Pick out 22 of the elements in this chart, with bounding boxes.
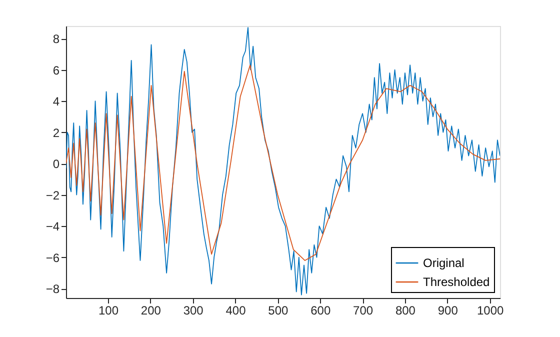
y-tick-label: −4 [46, 220, 60, 234]
line-series [66, 27, 500, 296]
x-tick-label: 600 [310, 304, 331, 318]
y-tick-label: 6 [52, 63, 60, 78]
y-tick-label: −2 [46, 188, 60, 202]
x-tick-label: 1000 [476, 304, 504, 318]
y-tick-label: 2 [52, 126, 60, 140]
x-tick-label: 300 [183, 304, 204, 318]
y-tick-label: 8 [52, 32, 60, 46]
legend-label: Thresholded [423, 275, 490, 289]
x-tick-label: 400 [226, 304, 246, 318]
x-tick-label: 700 [353, 304, 374, 318]
x-tick-label: 500 [268, 304, 289, 318]
y-tick-label: 0 [52, 157, 60, 172]
legend-label: Original [423, 256, 464, 270]
x-tick-label: 200 [140, 304, 162, 318]
x-tick-label: 100 [98, 304, 119, 318]
x-tick-label: 800 [395, 304, 416, 318]
y-tick-label: −6 [46, 250, 60, 265]
y-tick-label: −8 [46, 282, 60, 296]
x-tick-label: 900 [438, 304, 458, 318]
y-tick-label: 4 [52, 94, 60, 109]
